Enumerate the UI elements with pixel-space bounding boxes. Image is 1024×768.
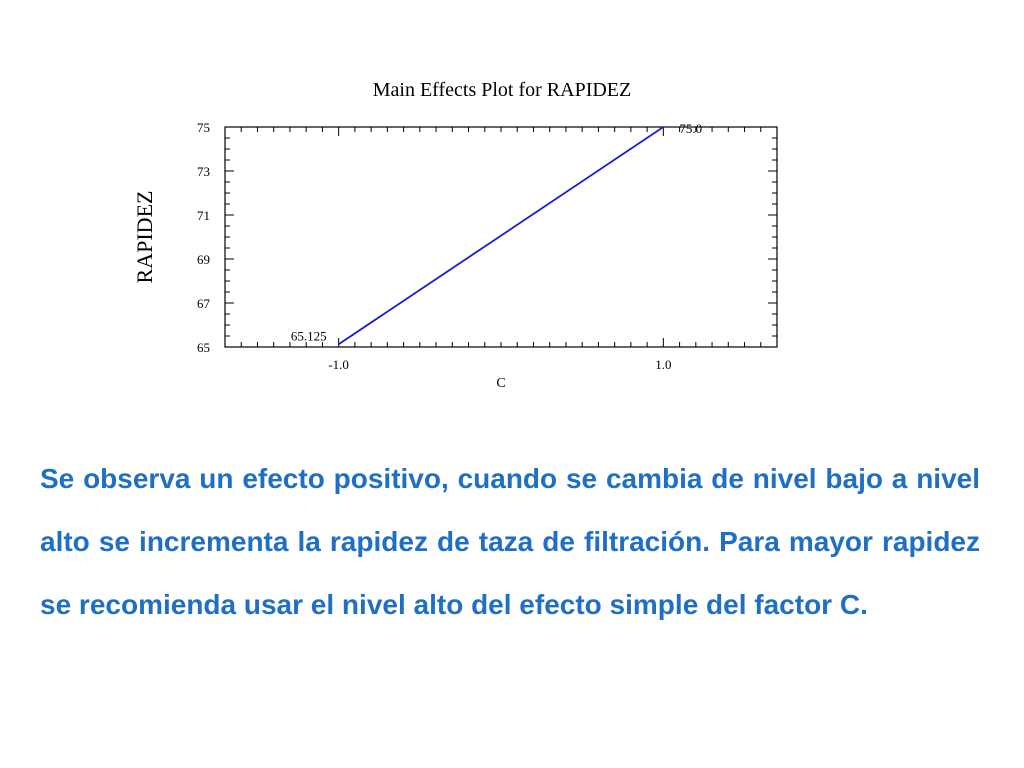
x-axis-label: C [496,376,505,391]
x-tick-label: -1.0 [328,357,349,372]
x-tick-label: 1.0 [655,357,671,372]
x-tick-labels: -1.0 1.0 [328,357,671,372]
y-axis-label: RAPIDEZ [132,191,157,284]
y-tick-label: 69 [197,252,210,267]
point-labels: 65.125 75.0 [291,121,702,343]
y-tick-label: 73 [197,164,210,179]
data-point-label: 75.0 [679,121,702,136]
main-effects-chart: Main Effects Plot for RAPIDEZ 65 67 69 71 73… [132,79,778,391]
series-layer [338,126,664,345]
y-tick-label: 75 [197,120,210,135]
y-tick-labels: 65 67 69 71 73 75 [197,120,211,355]
y-tick-label: 71 [197,208,210,223]
series-line [338,126,664,345]
axis-ticks [225,126,777,348]
data-point-label: 65.125 [291,328,327,343]
plot-frame [224,126,778,348]
caption-text: Se observa un efecto positivo, cuando se… [40,463,980,620]
y-tick-label: 65 [197,340,210,355]
chart-title: Main Effects Plot for RAPIDEZ [373,79,632,101]
y-tick-label: 67 [197,296,211,311]
